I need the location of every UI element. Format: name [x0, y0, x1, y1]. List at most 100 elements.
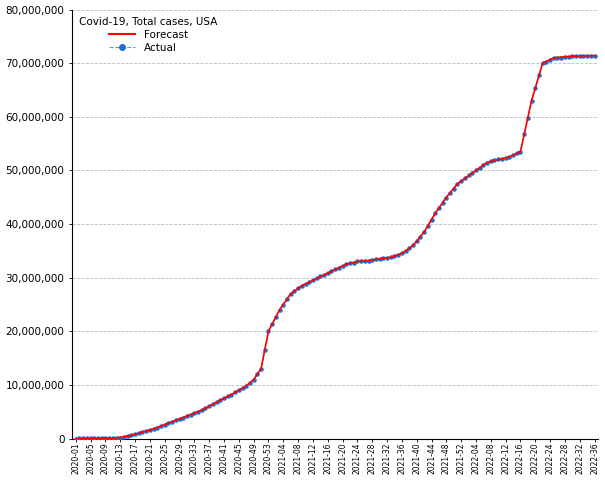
Point: [468, 169, 477, 177]
Point: [145, 426, 155, 434]
Point: [282, 295, 292, 303]
Point: [327, 267, 336, 275]
Point: [571, 52, 581, 60]
Point: [204, 403, 214, 410]
Point: [404, 244, 414, 252]
Point: [260, 346, 270, 354]
Point: [386, 253, 396, 261]
Point: [256, 365, 266, 373]
Point: [71, 435, 80, 443]
Point: [234, 386, 244, 394]
Point: [341, 261, 351, 268]
Point: [315, 273, 325, 280]
Point: [497, 155, 507, 163]
Legend: Forecast, Actual: Forecast, Actual: [75, 12, 222, 57]
Point: [564, 53, 574, 61]
Point: [156, 422, 166, 430]
Point: [297, 282, 307, 290]
Point: [182, 412, 192, 420]
Point: [416, 233, 425, 240]
Point: [460, 174, 469, 182]
Point: [226, 391, 236, 398]
Point: [557, 54, 566, 62]
Point: [108, 434, 117, 442]
Point: [241, 382, 251, 390]
Point: [212, 398, 221, 406]
Point: [163, 420, 173, 427]
Point: [541, 58, 551, 66]
Point: [590, 52, 600, 60]
Point: [393, 251, 403, 259]
Point: [334, 264, 344, 271]
Point: [278, 300, 288, 308]
Point: [100, 434, 110, 442]
Point: [471, 167, 481, 174]
Point: [527, 97, 537, 105]
Point: [379, 254, 388, 262]
Point: [186, 411, 195, 419]
Point: [86, 434, 96, 442]
Point: [505, 153, 514, 161]
Point: [275, 306, 284, 313]
Point: [575, 52, 584, 60]
Point: [360, 257, 370, 265]
Point: [567, 52, 577, 60]
Point: [438, 199, 448, 207]
Point: [304, 278, 314, 286]
Point: [508, 151, 518, 159]
Point: [167, 418, 177, 426]
Point: [349, 259, 359, 266]
Point: [445, 189, 455, 197]
Point: [512, 149, 522, 156]
Point: [142, 427, 151, 435]
Point: [330, 265, 340, 273]
Point: [552, 54, 562, 62]
Point: [323, 269, 333, 277]
Point: [531, 84, 540, 92]
Point: [501, 154, 511, 162]
Point: [97, 434, 106, 442]
Point: [189, 409, 199, 417]
Point: [301, 280, 310, 288]
Point: [538, 59, 548, 67]
Point: [312, 275, 321, 282]
Point: [267, 320, 277, 328]
Point: [367, 256, 377, 264]
Point: [293, 285, 303, 292]
Point: [560, 53, 570, 61]
Point: [193, 408, 203, 416]
Point: [423, 222, 433, 230]
Point: [78, 434, 88, 442]
Point: [308, 276, 318, 284]
Point: [208, 400, 218, 408]
Point: [130, 431, 140, 438]
Point: [264, 327, 273, 335]
Point: [364, 257, 373, 264]
Point: [223, 393, 232, 400]
Point: [412, 237, 422, 245]
Point: [116, 434, 125, 442]
Point: [134, 430, 143, 437]
Point: [523, 114, 532, 122]
Point: [171, 417, 181, 424]
Point: [382, 254, 392, 262]
Point: [430, 209, 440, 217]
Point: [545, 56, 555, 64]
Point: [549, 55, 558, 62]
Point: [215, 396, 225, 404]
Point: [238, 384, 247, 392]
Point: [201, 404, 211, 412]
Point: [126, 432, 136, 439]
Point: [578, 52, 588, 60]
Point: [427, 216, 436, 224]
Point: [401, 247, 410, 255]
Point: [397, 250, 407, 257]
Point: [456, 178, 466, 185]
Point: [515, 148, 525, 156]
Point: [82, 434, 92, 442]
Point: [475, 164, 485, 172]
Point: [489, 156, 499, 164]
Point: [486, 157, 495, 165]
Point: [137, 428, 147, 436]
Point: [408, 241, 418, 249]
